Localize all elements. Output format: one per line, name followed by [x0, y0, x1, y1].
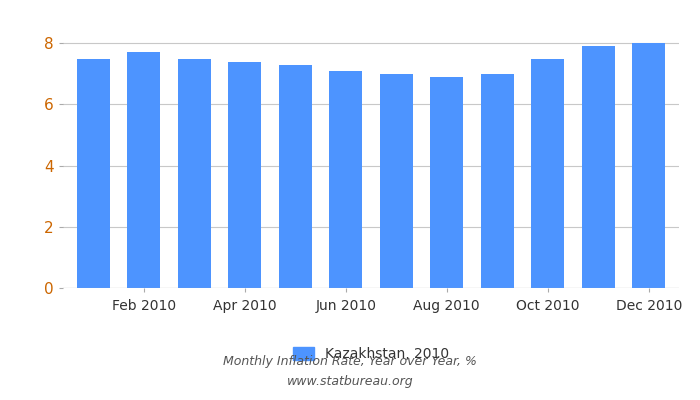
Bar: [430, 77, 463, 288]
Bar: [531, 58, 564, 288]
Bar: [329, 71, 362, 288]
Bar: [380, 74, 413, 288]
Bar: [178, 58, 211, 288]
Bar: [127, 52, 160, 288]
Bar: [279, 65, 312, 288]
Legend: Kazakhstan, 2010: Kazakhstan, 2010: [288, 342, 454, 367]
Bar: [582, 46, 615, 288]
Text: Monthly Inflation Rate, Year over Year, %: Monthly Inflation Rate, Year over Year, …: [223, 356, 477, 368]
Bar: [228, 62, 261, 288]
Bar: [481, 74, 514, 288]
Bar: [632, 43, 665, 288]
Bar: [77, 58, 110, 288]
Text: www.statbureau.org: www.statbureau.org: [287, 376, 413, 388]
